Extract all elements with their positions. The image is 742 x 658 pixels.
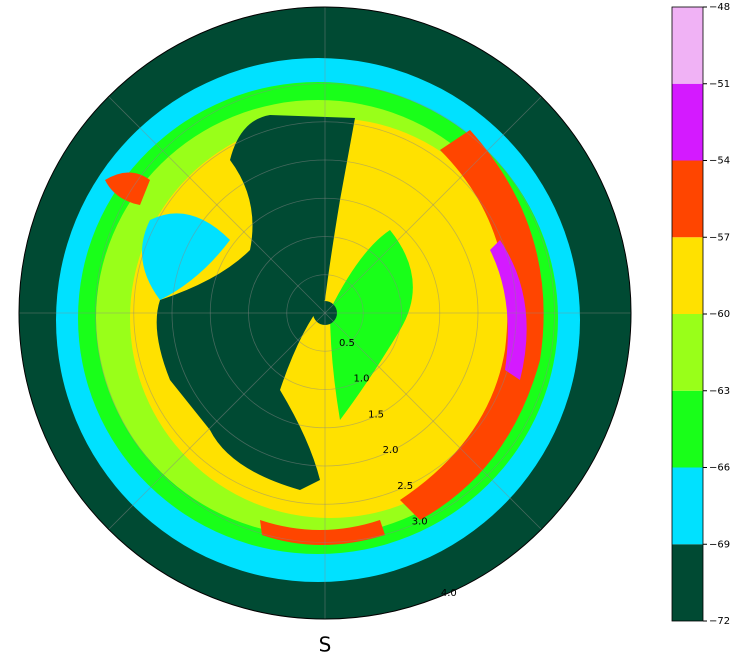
colorbar: −72 −69 −66 −63 −60 −57 −54 −51 −48 bbox=[671, 2, 730, 627]
colorbar-bin bbox=[672, 83, 703, 161]
r-tick-label: 4.0 bbox=[441, 588, 457, 599]
colorbar-tick-label: −63 bbox=[709, 386, 730, 397]
r-tick-label: 2.0 bbox=[383, 445, 399, 456]
colorbar-bin bbox=[672, 314, 703, 391]
radial-grid-line bbox=[248, 236, 402, 390]
polar-frame bbox=[18, 6, 632, 620]
colorbar-bin bbox=[672, 7, 703, 84]
colorbar-bin bbox=[672, 160, 703, 238]
radial-grid-line bbox=[133, 121, 517, 505]
colorbar-bin bbox=[672, 390, 703, 468]
colorbar-tick-label: −51 bbox=[709, 79, 730, 90]
polar-grid: 0.5 1.0 1.5 2.0 2.5 3.0 4.0 bbox=[18, 6, 632, 620]
r-tick-label: 1.5 bbox=[368, 409, 384, 420]
colorbar-bin bbox=[672, 237, 703, 314]
r-tick-label: 1.0 bbox=[354, 374, 370, 385]
colorbar-tick-label: −57 bbox=[709, 232, 730, 243]
colorbar-bin bbox=[672, 467, 703, 545]
r-tick-label: 2.5 bbox=[397, 481, 413, 492]
radial-grid-line bbox=[95, 83, 555, 543]
colorbar-bin bbox=[672, 544, 703, 621]
theta-label: S bbox=[319, 633, 332, 657]
colorbar-tick-label: −48 bbox=[709, 2, 730, 13]
colorbar-tick-label: −66 bbox=[709, 463, 730, 474]
colorbar-tick-label: −72 bbox=[709, 616, 730, 627]
radial-grid-line bbox=[209, 197, 441, 429]
colorbar-tick-label: −54 bbox=[709, 156, 730, 167]
r-tick-label: 0.5 bbox=[339, 338, 355, 349]
radial-grid-line bbox=[171, 159, 479, 467]
r-tick-label: 3.0 bbox=[412, 517, 428, 528]
radial-grid-line bbox=[286, 274, 364, 352]
colorbar-tick-label: −69 bbox=[709, 539, 730, 550]
colorbar-tick-label: −60 bbox=[709, 309, 730, 320]
